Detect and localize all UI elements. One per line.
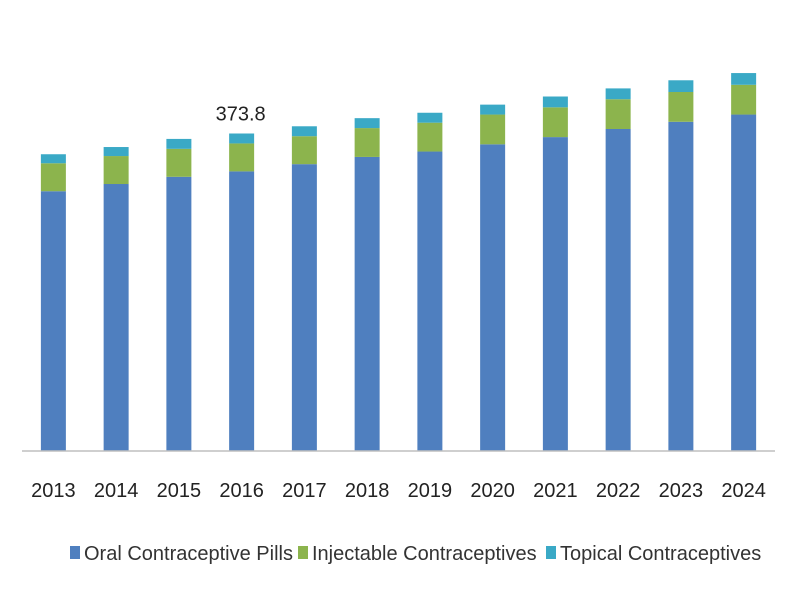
bar-topical-contraceptives-2024 bbox=[731, 73, 757, 85]
bar-injectable-contraceptives-2022 bbox=[605, 99, 631, 129]
data-label-2016: 373.8 bbox=[216, 104, 266, 126]
x-tick-label-2015: 2015 bbox=[157, 480, 202, 502]
bar-topical-contraceptives-2018 bbox=[354, 118, 380, 129]
legend-label-oral-contraceptive-pills: Oral Contraceptive Pills bbox=[84, 543, 293, 565]
bar-oral-contraceptive-pills-2019 bbox=[417, 151, 443, 452]
bar-injectable-contraceptives-2023 bbox=[668, 92, 694, 122]
bar-topical-contraceptives-2014 bbox=[103, 147, 129, 157]
legend-swatch-topical-contraceptives bbox=[546, 546, 556, 559]
bar-topical-contraceptives-2020 bbox=[480, 104, 506, 115]
bar-oral-contraceptive-pills-2022 bbox=[605, 128, 631, 452]
bar-injectable-contraceptives-2020 bbox=[480, 114, 506, 145]
legend: Oral Contraceptive Pills Injectable Contr… bbox=[70, 543, 761, 565]
x-tick-label-2017: 2017 bbox=[282, 480, 327, 502]
bar-injectable-contraceptives-2019 bbox=[417, 122, 443, 152]
bar-oral-contraceptive-pills-2015 bbox=[166, 176, 192, 452]
bar-topical-contraceptives-2013 bbox=[40, 154, 66, 164]
bar-oral-contraceptive-pills-2020 bbox=[480, 144, 506, 451]
bar-injectable-contraceptives-2021 bbox=[542, 107, 568, 138]
data-labels: 373.8 bbox=[216, 104, 266, 126]
x-tick-labels: 2013 2014 2015 2016 2017 2018 2019 2020 2021 2022… bbox=[31, 480, 766, 502]
bar-injectable-contraceptives-2018 bbox=[354, 128, 380, 157]
x-tick-label-2014: 2014 bbox=[94, 480, 139, 502]
bar-topical-contraceptives-2019 bbox=[417, 112, 443, 123]
bar-oral-contraceptive-pills-2018 bbox=[354, 156, 380, 451]
bar-injectable-contraceptives-2013 bbox=[40, 163, 66, 192]
bar-topical-contraceptives-2021 bbox=[542, 96, 568, 108]
legend-swatch-injectable-contraceptives bbox=[298, 546, 308, 559]
bar-oral-contraceptive-pills-2016 bbox=[229, 171, 255, 451]
x-tick-label-2020: 2020 bbox=[470, 480, 515, 502]
bar-oral-contraceptive-pills-2024 bbox=[731, 114, 757, 452]
bar-oral-contraceptive-pills-2014 bbox=[103, 184, 129, 451]
x-tick-label-2019: 2019 bbox=[408, 480, 453, 502]
x-tick-label-2024: 2024 bbox=[721, 480, 766, 502]
bar-oral-contraceptive-pills-2021 bbox=[542, 137, 568, 451]
bar-oral-contraceptive-pills-2023 bbox=[668, 121, 694, 452]
bar-injectable-contraceptives-2016 bbox=[229, 143, 255, 172]
x-tick-label-2022: 2022 bbox=[596, 480, 641, 502]
x-tick-label-2021: 2021 bbox=[533, 480, 578, 502]
x-tick-label-2023: 2023 bbox=[659, 480, 704, 502]
bar-topical-contraceptives-2023 bbox=[668, 80, 694, 93]
bar-topical-contraceptives-2022 bbox=[605, 88, 631, 100]
legend-label-injectable-contraceptives: Injectable Contraceptives bbox=[312, 543, 537, 565]
bars-layer bbox=[40, 73, 757, 452]
bar-injectable-contraceptives-2017 bbox=[291, 136, 317, 165]
bar-topical-contraceptives-2016 bbox=[229, 133, 255, 144]
x-tick-label-2018: 2018 bbox=[345, 480, 390, 502]
legend-swatch-oral-contraceptive-pills bbox=[70, 546, 80, 559]
x-tick-label-2013: 2013 bbox=[31, 480, 76, 502]
bar-topical-contraceptives-2015 bbox=[166, 138, 192, 149]
bar-oral-contraceptive-pills-2013 bbox=[40, 191, 66, 451]
bar-injectable-contraceptives-2014 bbox=[103, 156, 129, 185]
bar-topical-contraceptives-2017 bbox=[291, 126, 317, 137]
bar-injectable-contraceptives-2024 bbox=[731, 84, 757, 115]
bar-injectable-contraceptives-2015 bbox=[166, 148, 192, 177]
legend-label-topical-contraceptives: Topical Contraceptives bbox=[560, 543, 761, 565]
bar-oral-contraceptive-pills-2017 bbox=[291, 164, 317, 451]
x-tick-label-2016: 2016 bbox=[219, 480, 264, 502]
